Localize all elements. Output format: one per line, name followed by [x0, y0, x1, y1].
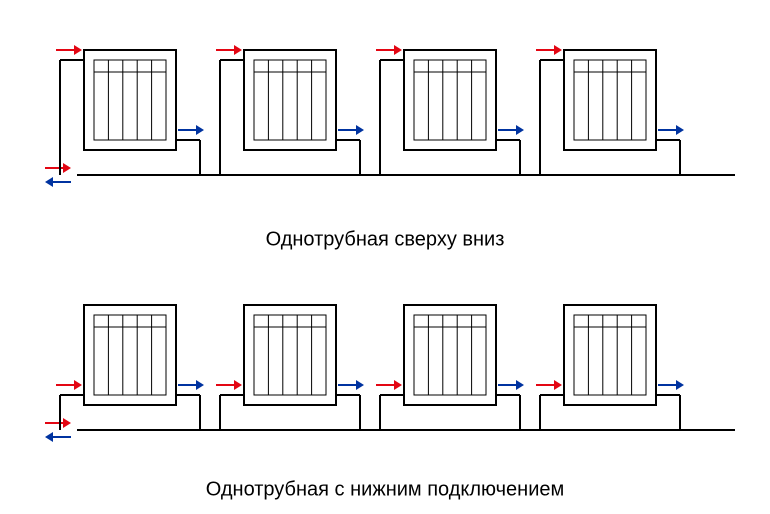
- caption-top: Однотрубная сверху вниз: [266, 228, 505, 250]
- outlet-arrow-bottom-3: [498, 380, 524, 390]
- main-return-arrow-bottom: [45, 432, 71, 442]
- radiator-bottom-1: [84, 305, 176, 405]
- caption-bottom: Однотрубная с нижним подключением: [206, 478, 565, 500]
- inlet-arrow-top-4: [536, 45, 562, 55]
- radiator-bottom-3: [404, 305, 496, 405]
- outlet-arrow-top-3: [498, 125, 524, 135]
- inlet-arrow-top-2: [216, 45, 242, 55]
- outlet-arrow-top-1: [178, 125, 204, 135]
- radiator-bottom-4: [564, 305, 656, 405]
- outlet-arrow-bottom-1: [178, 380, 204, 390]
- outlet-arrow-top-2: [338, 125, 364, 135]
- radiator-top-3: [404, 50, 496, 150]
- inlet-arrow-bottom-2: [216, 380, 242, 390]
- outlet-arrow-bottom-4: [658, 380, 684, 390]
- main-supply-arrow: [45, 163, 71, 173]
- radiator-top-1: [84, 50, 176, 150]
- inlet-arrow-top-3: [376, 45, 402, 55]
- outlet-arrow-bottom-2: [338, 380, 364, 390]
- outlet-arrow-top-4: [658, 125, 684, 135]
- inlet-arrow-bottom-3: [376, 380, 402, 390]
- inlet-arrow-bottom-1: [56, 380, 82, 390]
- inlet-arrow-top-1: [56, 45, 82, 55]
- radiator-top-4: [564, 50, 656, 150]
- radiator-bottom-2: [244, 305, 336, 405]
- main-return-arrow: [45, 177, 71, 187]
- inlet-arrow-bottom-4: [536, 380, 562, 390]
- radiator-top-2: [244, 50, 336, 150]
- main-supply-arrow-bottom: [45, 418, 71, 428]
